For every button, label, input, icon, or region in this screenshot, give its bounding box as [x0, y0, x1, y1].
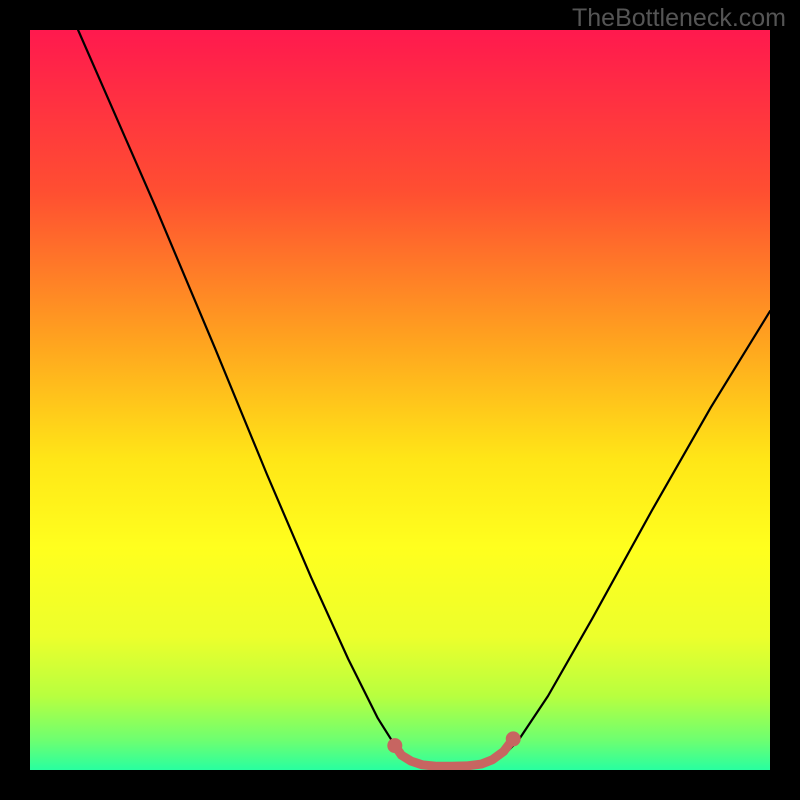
plot-area [30, 30, 770, 770]
valley-highlight-dot-right [506, 731, 521, 746]
gradient-background [30, 30, 770, 770]
valley-highlight-dot-left [387, 738, 402, 753]
watermark-text: TheBottleneck.com [572, 4, 786, 33]
plot-svg [30, 30, 770, 770]
